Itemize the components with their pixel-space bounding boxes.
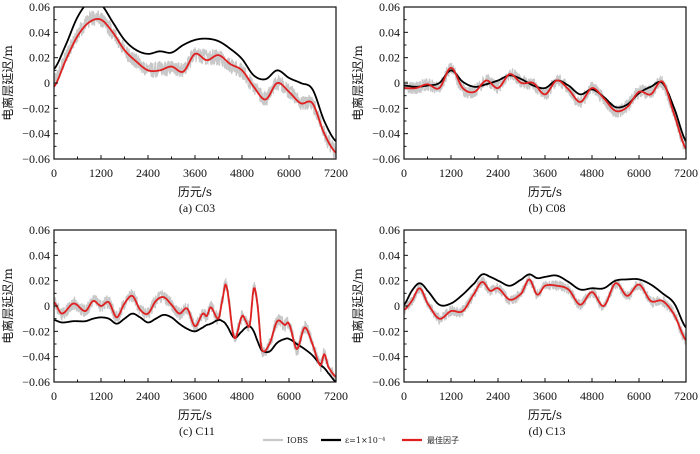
y-axis-label: 电离层延迟/m (0, 45, 15, 121)
x-tick-label: 4800 (580, 166, 604, 180)
x-tick-label: 3600 (183, 389, 207, 403)
y-tick-label: −0.06 (22, 152, 50, 166)
y-tick-label: −0.04 (372, 350, 400, 364)
panel-1: 0.060.040.020−0.02−0.04−0.060 1200 2400 360… (0, 0, 348, 215)
plot-area (54, 277, 336, 382)
y-tick-label: −0.04 (22, 127, 50, 141)
y-tick-label: −0.02 (22, 101, 50, 115)
series-best (54, 18, 336, 154)
x-tick-label: 4800 (580, 389, 604, 403)
y-tick-label: 0 (44, 76, 50, 90)
x-tick-label: 7200 (324, 389, 348, 403)
y-tick-label: 0.04 (29, 25, 50, 39)
y-tick-label: 0.02 (379, 51, 400, 65)
y-tick-label: −0.06 (22, 375, 50, 389)
y-tick-label: 0.06 (379, 223, 400, 237)
y-tick-label: 0 (44, 299, 50, 313)
y-tick-label: 0.02 (29, 51, 50, 65)
x-tick-label: 2400 (136, 166, 160, 180)
plot-frame (53, 229, 337, 383)
x-tick-label: 2400 (136, 389, 160, 403)
panel-caption: (d) C13 (529, 424, 566, 438)
x-tick-label: 3600 (533, 166, 557, 180)
x-tick-label: 1200 (89, 166, 113, 180)
series-iobs (54, 10, 336, 159)
x-tick-label: 4800 (230, 389, 254, 403)
y-tick-label: 0.06 (379, 0, 400, 14)
x-tick-label: 0 (401, 166, 407, 180)
x-tick-label: 1200 (439, 166, 463, 180)
x-tick-label: 0 (51, 389, 57, 403)
y-tick-label: −0.06 (372, 152, 400, 166)
y-tick-label: 0.06 (29, 223, 50, 237)
y-tick-label: −0.04 (372, 127, 400, 141)
x-tick-label: 6000 (277, 389, 301, 403)
x-tick-label: 3600 (533, 389, 557, 403)
x-tick-label: 1200 (439, 389, 463, 403)
x-tick-label: 7200 (674, 166, 698, 180)
x-tick-label: 0 (401, 389, 407, 403)
series-best (54, 283, 336, 378)
legend-label-best: 最佳因子 (427, 435, 459, 445)
y-tick-label: −0.02 (22, 324, 50, 338)
series-eps (404, 273, 686, 329)
plot-frame (403, 6, 687, 160)
x-tick-label: 2400 (486, 389, 510, 403)
x-tick-label: 3600 (183, 166, 207, 180)
series-eps (54, 7, 336, 142)
y-tick-label: −0.02 (372, 101, 400, 115)
plot-area (404, 273, 686, 345)
x-tick-label: 6000 (627, 166, 651, 180)
y-tick-label: 0 (394, 299, 400, 313)
legend-label-eps: ε=1×10⁻⁴ (345, 436, 385, 445)
legend-label-iobs: IOBS (287, 436, 308, 445)
plot-area (404, 62, 686, 154)
panel-caption: (a) C03 (179, 201, 215, 215)
plot-area (54, 7, 336, 159)
series-eps (54, 312, 336, 382)
y-tick-label: 0.02 (29, 274, 50, 288)
x-axis-label: 历元/s (528, 408, 562, 422)
panel-2: 0.060.040.020−0.02−0.04−0.060 1200 2400 360… (350, 0, 698, 215)
x-axis-label: 历元/s (528, 185, 562, 199)
x-tick-label: 1200 (89, 389, 113, 403)
x-tick-label: 6000 (627, 389, 651, 403)
series-iobs-band (404, 62, 686, 150)
panel-caption: (b) C08 (529, 201, 566, 215)
y-tick-label: −0.04 (22, 350, 50, 364)
x-tick-label: 4800 (230, 166, 254, 180)
panel-4: 0.060.040.020−0.02−0.04−0.060 1200 2400 360… (350, 223, 698, 438)
y-axis-label: 电离层延迟/m (350, 45, 365, 121)
y-tick-label: −0.02 (372, 324, 400, 338)
panel-caption: (c) C11 (179, 424, 215, 438)
y-axis-label: 电离层延迟/m (350, 268, 365, 344)
y-tick-label: −0.06 (372, 375, 400, 389)
x-axis-label: 历元/s (178, 185, 212, 199)
x-tick-label: 0 (51, 166, 57, 180)
y-tick-label: 0.04 (29, 248, 50, 262)
y-tick-label: 0 (394, 76, 400, 90)
x-tick-label: 7200 (674, 389, 698, 403)
plot-frame (53, 6, 337, 160)
x-tick-label: 7200 (324, 166, 348, 180)
legend: IOBS ε=1×10⁻⁴ 最佳因子 (263, 435, 459, 445)
y-axis-label: 电离层延迟/m (0, 268, 15, 344)
x-tick-label: 2400 (486, 166, 510, 180)
panel-3: 0.060.040.020−0.02−0.04−0.060 1200 2400 360… (0, 223, 348, 438)
y-tick-label: 0.06 (29, 0, 50, 14)
y-tick-label: 0.04 (379, 25, 400, 39)
x-axis-label: 历元/s (178, 408, 212, 422)
series-best (404, 66, 686, 150)
series-eps (404, 69, 686, 142)
series-iobs-band (54, 10, 336, 157)
y-tick-label: 0.02 (379, 274, 400, 288)
x-tick-label: 6000 (277, 166, 301, 180)
series-best (404, 278, 686, 341)
y-tick-label: 0.04 (379, 248, 400, 262)
